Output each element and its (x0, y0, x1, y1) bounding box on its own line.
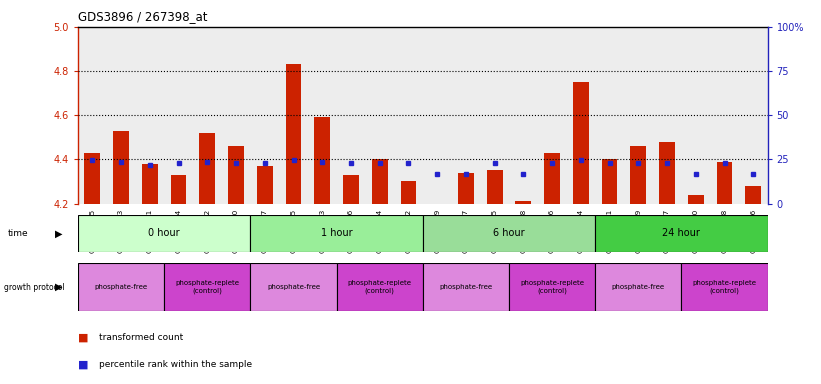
Bar (595, 27, 624, 204)
Bar (452, 27, 480, 204)
Text: phosphate-replete
(control): phosphate-replete (control) (521, 280, 584, 294)
Bar (717, 162, 732, 204)
Bar (250, 27, 279, 204)
Text: ▶: ▶ (55, 228, 63, 238)
Bar (164, 263, 250, 311)
Bar (624, 27, 653, 204)
Text: growth protocol: growth protocol (4, 283, 65, 291)
Bar (739, 27, 768, 204)
Text: ■: ■ (78, 333, 89, 343)
Bar (171, 175, 186, 204)
Text: GDS3896 / 267398_at: GDS3896 / 267398_at (78, 10, 208, 23)
Text: ■: ■ (78, 360, 89, 370)
Text: percentile rank within the sample: percentile rank within the sample (99, 360, 252, 369)
Text: phosphate-free: phosphate-free (439, 284, 493, 290)
Bar (308, 27, 337, 204)
Bar (401, 181, 416, 204)
Text: phosphate-free: phosphate-free (612, 284, 665, 290)
Bar (394, 27, 423, 204)
Bar (135, 27, 164, 204)
Bar (193, 27, 222, 204)
Text: phosphate-replete
(control): phosphate-replete (control) (693, 280, 756, 294)
Bar (458, 172, 474, 204)
Bar (78, 27, 107, 204)
Bar (200, 133, 215, 204)
Bar (681, 27, 710, 204)
Bar (710, 27, 739, 204)
Text: phosphate-free: phosphate-free (94, 284, 148, 290)
Bar (113, 131, 129, 204)
Bar (487, 170, 502, 204)
Bar (573, 82, 589, 204)
Text: ▶: ▶ (55, 282, 63, 292)
Text: 1 hour: 1 hour (321, 228, 352, 238)
Bar (228, 146, 244, 204)
Text: phosphate-replete
(control): phosphate-replete (control) (176, 280, 239, 294)
Text: time: time (8, 229, 29, 238)
Bar (544, 153, 560, 204)
Bar (257, 166, 273, 204)
Bar (337, 27, 365, 204)
Bar (595, 215, 768, 252)
Bar (314, 118, 330, 204)
Bar (78, 215, 250, 252)
Bar (279, 27, 308, 204)
Bar (423, 263, 509, 311)
Bar (343, 175, 359, 204)
Bar (516, 201, 531, 204)
Bar (653, 27, 681, 204)
Bar (602, 159, 617, 204)
Bar (107, 27, 135, 204)
Text: phosphate-free: phosphate-free (267, 284, 320, 290)
Bar (659, 142, 675, 204)
Bar (423, 27, 452, 204)
Bar (142, 164, 158, 204)
Text: 6 hour: 6 hour (493, 228, 525, 238)
Bar (78, 263, 164, 311)
Bar (85, 153, 100, 204)
Bar (222, 27, 250, 204)
Text: phosphate-replete
(control): phosphate-replete (control) (348, 280, 411, 294)
Text: 24 hour: 24 hour (663, 228, 700, 238)
Bar (480, 27, 509, 204)
Text: transformed count: transformed count (99, 333, 183, 343)
Bar (595, 263, 681, 311)
Bar (423, 215, 595, 252)
Bar (631, 146, 646, 204)
Bar (509, 27, 538, 204)
Bar (286, 65, 301, 204)
Bar (372, 159, 388, 204)
Bar (745, 186, 761, 204)
Bar (538, 27, 566, 204)
Bar (337, 263, 423, 311)
Bar (250, 263, 337, 311)
Bar (509, 263, 595, 311)
Text: 0 hour: 0 hour (149, 228, 180, 238)
Bar (164, 27, 193, 204)
Bar (681, 263, 768, 311)
Bar (566, 27, 595, 204)
Bar (365, 27, 394, 204)
Bar (250, 215, 423, 252)
Bar (688, 195, 704, 204)
